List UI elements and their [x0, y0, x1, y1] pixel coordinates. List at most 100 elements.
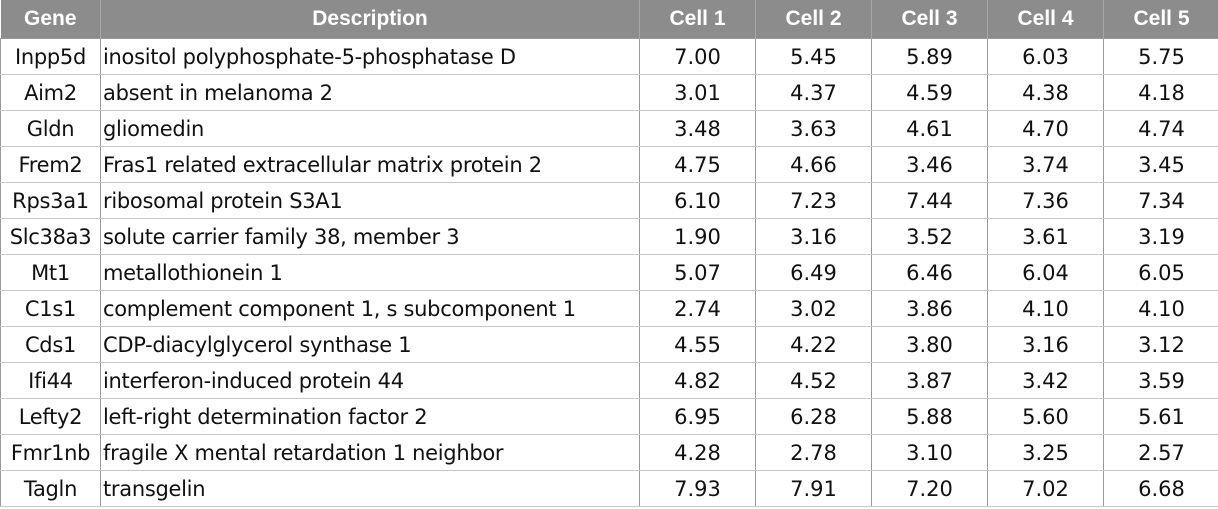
- cell-2-value: 3.16: [755, 218, 872, 255]
- cell-3-value: 7.44: [871, 182, 988, 219]
- table-row: Ifi44 interferon-induced protein 44 4.82 4.…: [0, 362, 1218, 399]
- cell-4-value: 6.03: [987, 38, 1104, 75]
- cell-2-value: 3.02: [755, 290, 872, 327]
- cell-1-value: 3.01: [639, 74, 756, 111]
- table-row: Rps3a1 ribosomal protein S3A1 6.10 7.23 7.44…: [0, 182, 1218, 219]
- cell-1-value: 1.90: [639, 218, 756, 255]
- cell-5-value: 6.68: [1103, 470, 1218, 507]
- cell-3-value: 4.59: [871, 74, 988, 111]
- cell-2-value: 4.66: [755, 146, 872, 183]
- gene-cell: Inpp5d: [0, 38, 101, 75]
- description-cell: ribosomal protein S3A1: [100, 182, 640, 219]
- cell-5-value: 3.59: [1103, 362, 1218, 399]
- cell-5-value: 3.12: [1103, 326, 1218, 363]
- gene-cell: Rps3a1: [0, 182, 101, 219]
- cell-2-value: 6.49: [755, 254, 872, 291]
- cell-3-value: 3.46: [871, 146, 988, 183]
- table-row: Aim2 absent in melanoma 2 3.01 4.37 4.59 4.38…: [0, 74, 1218, 111]
- cell-4-value: 3.25: [987, 434, 1104, 471]
- cell-3-value: 4.61: [871, 110, 988, 147]
- cell-3-value: 3.86: [871, 290, 988, 327]
- header-cell-2: Cell 2: [755, 0, 872, 39]
- table-row: Gldn gliomedin 3.48 3.63 4.61 4.70 4.74: [0, 110, 1218, 147]
- gene-cell: Ifi44: [0, 362, 101, 399]
- table-row: Inpp5d inositol polyphosphate-5-phosphata…: [0, 38, 1218, 75]
- description-cell: interferon-induced protein 44: [100, 362, 640, 399]
- cell-4-value: 3.61: [987, 218, 1104, 255]
- description-cell: inositol polyphosphate-5-phosphatase D: [100, 38, 640, 75]
- header-cell-3: Cell 3: [871, 0, 988, 39]
- gene-cell: Tagln: [0, 470, 101, 507]
- gene-cell: Mt1: [0, 254, 101, 291]
- cell-1-value: 4.75: [639, 146, 756, 183]
- cell-4-value: 7.02: [987, 470, 1104, 507]
- cell-5-value: 7.34: [1103, 182, 1218, 219]
- cell-3-value: 3.52: [871, 218, 988, 255]
- cell-4-value: 6.04: [987, 254, 1104, 291]
- cell-1-value: 6.95: [639, 398, 756, 435]
- cell-1-value: 4.28: [639, 434, 756, 471]
- cell-4-value: 3.42: [987, 362, 1104, 399]
- cell-4-value: 4.38: [987, 74, 1104, 111]
- cell-1-value: 2.74: [639, 290, 756, 327]
- gene-cell: Cds1: [0, 326, 101, 363]
- cell-4-value: 3.74: [987, 146, 1104, 183]
- description-cell: CDP-diacylglycerol synthase 1: [100, 326, 640, 363]
- table-row: Cds1 CDP-diacylglycerol synthase 1 4.55 4.2…: [0, 326, 1218, 363]
- description-cell: gliomedin: [100, 110, 640, 147]
- gene-cell: C1s1: [0, 290, 101, 327]
- cell-5-value: 4.10: [1103, 290, 1218, 327]
- cell-3-value: 5.89: [871, 38, 988, 75]
- cell-5-value: 5.61: [1103, 398, 1218, 435]
- cell-5-value: 3.19: [1103, 218, 1218, 255]
- gene-cell: Aim2: [0, 74, 101, 111]
- description-cell: metallothionein 1: [100, 254, 640, 291]
- cell-1-value: 4.82: [639, 362, 756, 399]
- cell-3-value: 3.80: [871, 326, 988, 363]
- description-cell: absent in melanoma 2: [100, 74, 640, 111]
- description-cell: solute carrier family 38, member 3: [100, 218, 640, 255]
- cell-2-value: 6.28: [755, 398, 872, 435]
- table-row: Tagln transgelin 7.93 7.91 7.20 7.02 6.68: [0, 470, 1218, 507]
- table-row: Slc38a3 solute carrier family 38, member …: [0, 218, 1218, 255]
- header-row: Gene Description Cell 1 Cell 2 Cell 3 Ce…: [0, 0, 1218, 39]
- cell-1-value: 7.93: [639, 470, 756, 507]
- cell-2-value: 4.37: [755, 74, 872, 111]
- header-gene: Gene: [0, 0, 101, 39]
- cell-2-value: 3.63: [755, 110, 872, 147]
- cell-5-value: 3.45: [1103, 146, 1218, 183]
- cell-1-value: 5.07: [639, 254, 756, 291]
- table-row: C1s1 complement component 1, s subcompone…: [0, 290, 1218, 327]
- cell-5-value: 4.18: [1103, 74, 1218, 111]
- cell-3-value: 5.88: [871, 398, 988, 435]
- cell-2-value: 4.22: [755, 326, 872, 363]
- description-cell: complement component 1, s subcomponent 1: [100, 290, 640, 327]
- description-cell: left-right determination factor 2: [100, 398, 640, 435]
- cell-5-value: 4.74: [1103, 110, 1218, 147]
- cell-2-value: 2.78: [755, 434, 872, 471]
- gene-cell: Frem2: [0, 146, 101, 183]
- cell-1-value: 3.48: [639, 110, 756, 147]
- cell-1-value: 6.10: [639, 182, 756, 219]
- header-cell-1: Cell 1: [639, 0, 756, 39]
- cell-4-value: 4.70: [987, 110, 1104, 147]
- gene-cell: Lefty2: [0, 398, 101, 435]
- cell-3-value: 7.20: [871, 470, 988, 507]
- table-row: Frem2 Fras1 related extracellular matrix …: [0, 146, 1218, 183]
- cell-3-value: 6.46: [871, 254, 988, 291]
- cell-4-value: 4.10: [987, 290, 1104, 327]
- cell-3-value: 3.87: [871, 362, 988, 399]
- header-cell-5: Cell 5: [1103, 0, 1218, 39]
- cell-4-value: 5.60: [987, 398, 1104, 435]
- table-body: Inpp5d inositol polyphosphate-5-phosphata…: [0, 38, 1218, 507]
- header-description: Description: [100, 0, 640, 39]
- cell-1-value: 4.55: [639, 326, 756, 363]
- table-row: Fmr1nb fragile X mental retardation 1 nei…: [0, 434, 1218, 471]
- cell-2-value: 5.45: [755, 38, 872, 75]
- table-row: Mt1 metallothionein 1 5.07 6.49 6.46 6.04 6.05: [0, 254, 1218, 291]
- cell-2-value: 7.23: [755, 182, 872, 219]
- cell-4-value: 3.16: [987, 326, 1104, 363]
- gene-cell: Slc38a3: [0, 218, 101, 255]
